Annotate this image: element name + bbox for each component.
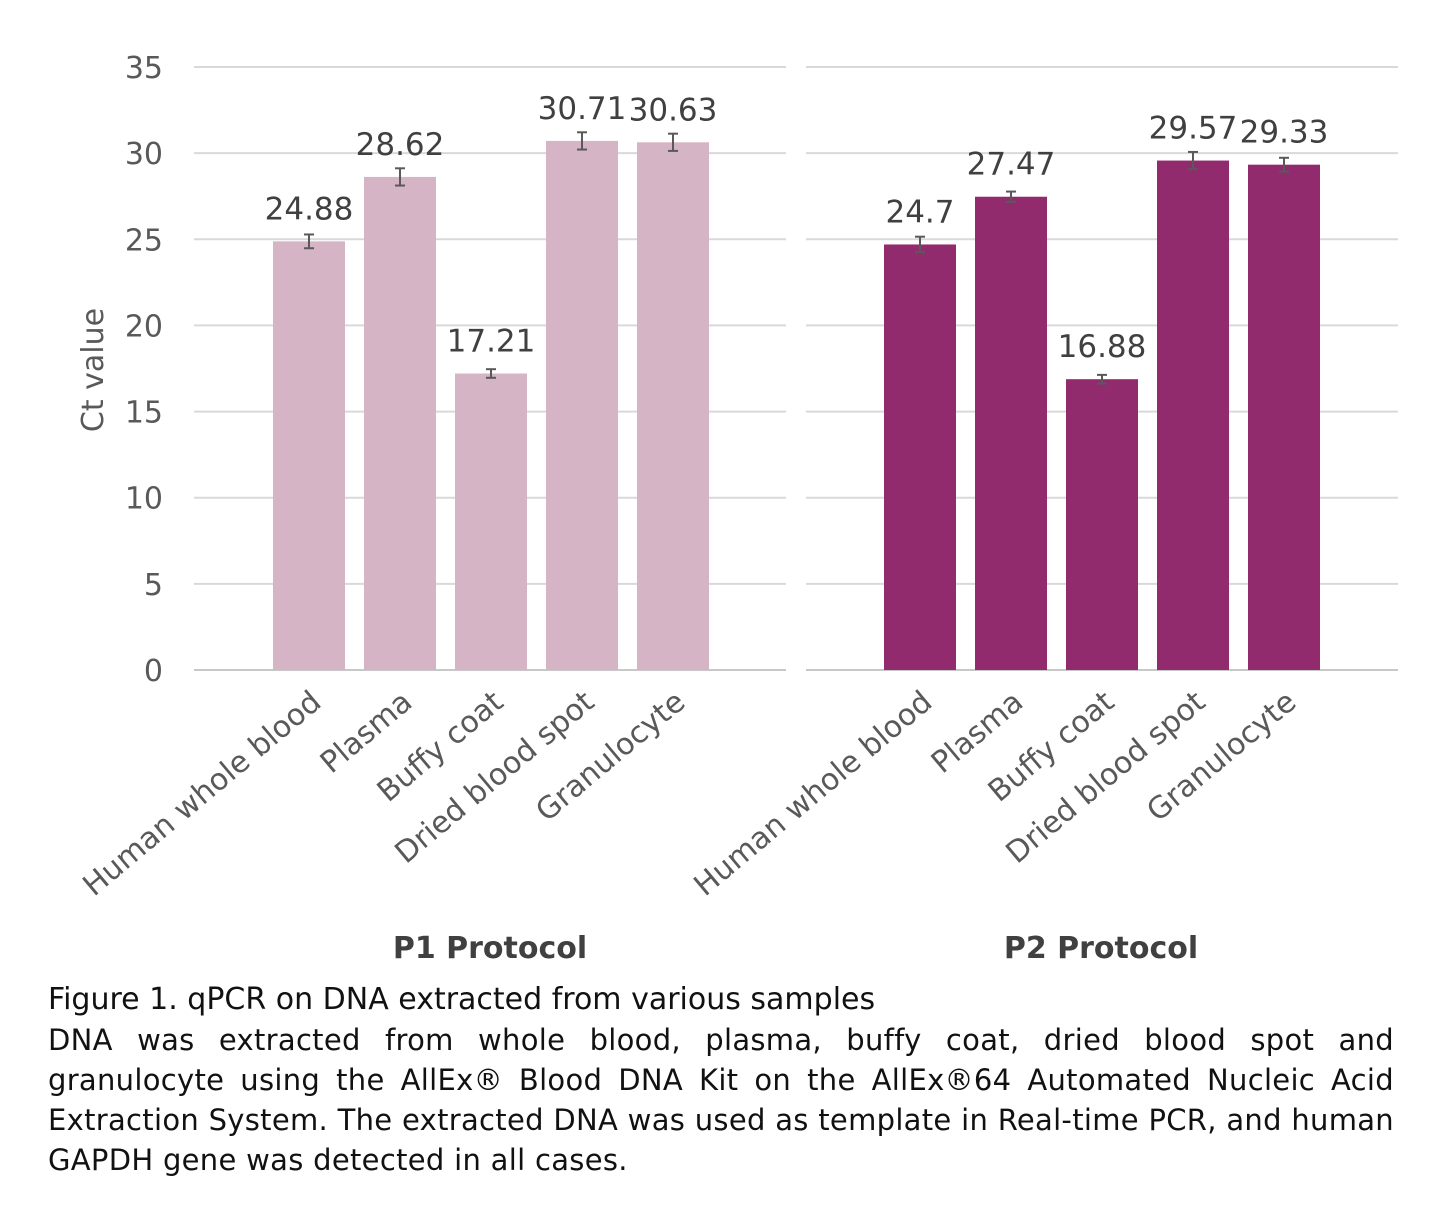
y-tick-label: 35 [125,51,163,86]
y-axis-label: Ct value [76,308,111,432]
x-tick-label: Human whole blood [77,684,329,903]
bar-buffy-coat [455,373,527,670]
bar-plasma [364,176,436,671]
bar-human-whole-blood [273,241,345,670]
x-tick-label: Human whole blood [688,684,940,903]
data-label: 17.21 [447,323,536,359]
y-tick-label: 5 [144,568,163,603]
y-axis: 0 5 10 15 20 25 30 35 [125,51,163,689]
data-label: 24.88 [265,191,354,227]
data-label: 30.71 [538,91,627,127]
y-tick-label: 25 [125,223,163,258]
bar-granulocyte [1248,164,1320,670]
y-tick-label: 10 [125,482,163,517]
y-tick-label: 30 [125,137,163,172]
bar-human-whole-blood [884,244,956,670]
caption-body: DNA was extracted from whole blood, plas… [48,1023,1394,1177]
data-label: 24.7 [885,194,954,230]
data-label: 29.57 [1149,111,1238,147]
y-tick-label: 0 [144,654,163,689]
bar-plasma [975,196,1047,670]
bar-buffy-coat [1066,379,1138,670]
data-label: 16.88 [1058,329,1147,365]
panel-title: P1 Protocol [393,931,587,966]
y-tick-label: 20 [125,309,163,344]
bar-dried-blood-spot [546,140,618,670]
y-tick-label: 15 [125,396,163,431]
qpcr-bar-chart: 0 5 10 15 20 25 30 35 Ct value 24.88 Human whole… [76,51,1398,966]
data-label: 30.63 [629,92,718,128]
panel-title: P2 Protocol [1004,931,1198,966]
data-label: 27.47 [967,147,1056,183]
data-label: 29.33 [1240,115,1329,151]
caption-title: Figure 1. qPCR on DNA extracted from var… [48,982,876,1017]
bar-granulocyte [637,142,709,670]
data-label: 28.62 [356,127,445,163]
bar-dried-blood-spot [1157,160,1229,670]
figure-caption: Figure 1. qPCR on DNA extracted from var… [48,980,1394,1180]
